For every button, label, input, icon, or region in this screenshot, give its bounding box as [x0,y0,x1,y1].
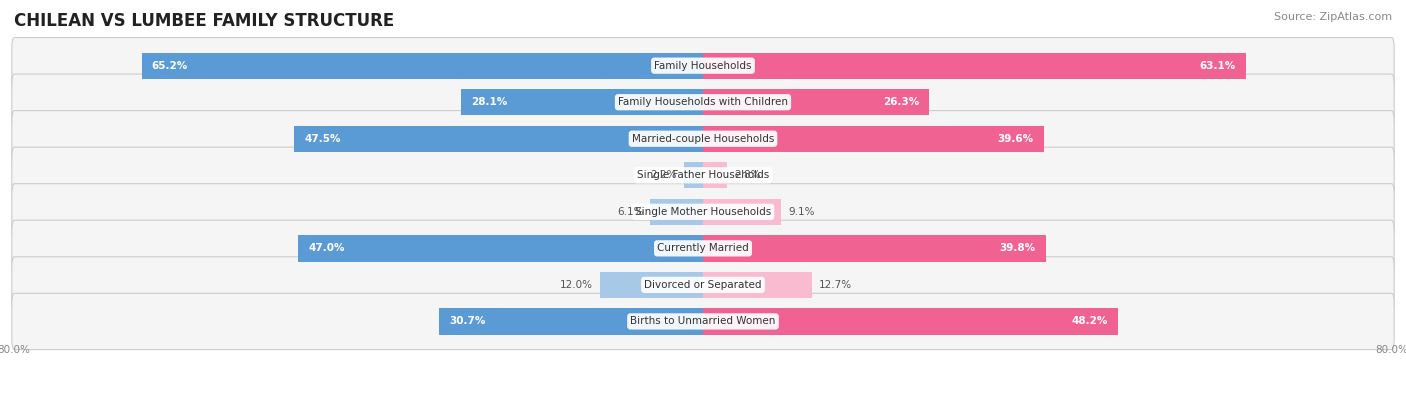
Text: 47.5%: 47.5% [304,134,340,144]
Text: Family Households: Family Households [654,61,752,71]
Bar [439,308,703,335]
FancyBboxPatch shape [11,147,1395,203]
Text: CHILEAN VS LUMBEE FAMILY STRUCTURE: CHILEAN VS LUMBEE FAMILY STRUCTURE [14,12,394,30]
Bar [461,89,703,115]
Text: 30.7%: 30.7% [449,316,485,326]
Bar [703,126,1045,152]
Text: Family Households with Children: Family Households with Children [619,97,787,107]
FancyBboxPatch shape [11,74,1395,130]
Text: 48.2%: 48.2% [1071,316,1108,326]
Text: Currently Married: Currently Married [657,243,749,253]
Text: 39.8%: 39.8% [1000,243,1035,253]
Bar [703,89,929,115]
Text: 26.3%: 26.3% [883,97,920,107]
Text: 28.1%: 28.1% [471,97,508,107]
FancyBboxPatch shape [11,111,1395,167]
Text: Married-couple Households: Married-couple Households [631,134,775,144]
Bar [703,235,1046,261]
Bar [685,162,703,188]
Bar [703,272,813,298]
Text: Single Mother Households: Single Mother Households [636,207,770,217]
FancyBboxPatch shape [11,293,1395,350]
Bar [142,53,703,79]
Text: 39.6%: 39.6% [998,134,1033,144]
Text: 12.7%: 12.7% [820,280,852,290]
Text: 9.1%: 9.1% [789,207,814,217]
Bar [703,199,782,225]
Bar [599,272,703,298]
Bar [703,162,727,188]
Legend: Chilean, Lumbee: Chilean, Lumbee [620,392,786,395]
FancyBboxPatch shape [11,220,1395,276]
Text: 65.2%: 65.2% [152,61,188,71]
Bar [298,235,703,261]
Text: 6.1%: 6.1% [617,207,644,217]
Bar [651,199,703,225]
Text: Divorced or Separated: Divorced or Separated [644,280,762,290]
Text: Single Father Households: Single Father Households [637,170,769,180]
Bar [703,308,1118,335]
Text: 12.0%: 12.0% [560,280,593,290]
Text: 63.1%: 63.1% [1199,61,1236,71]
Text: Births to Unmarried Women: Births to Unmarried Women [630,316,776,326]
FancyBboxPatch shape [11,257,1395,313]
Text: Source: ZipAtlas.com: Source: ZipAtlas.com [1274,12,1392,22]
FancyBboxPatch shape [11,184,1395,240]
Bar [703,53,1246,79]
Text: 2.8%: 2.8% [734,170,761,180]
Text: 2.2%: 2.2% [651,170,678,180]
Bar [294,126,703,152]
FancyBboxPatch shape [11,38,1395,94]
Text: 47.0%: 47.0% [308,243,344,253]
